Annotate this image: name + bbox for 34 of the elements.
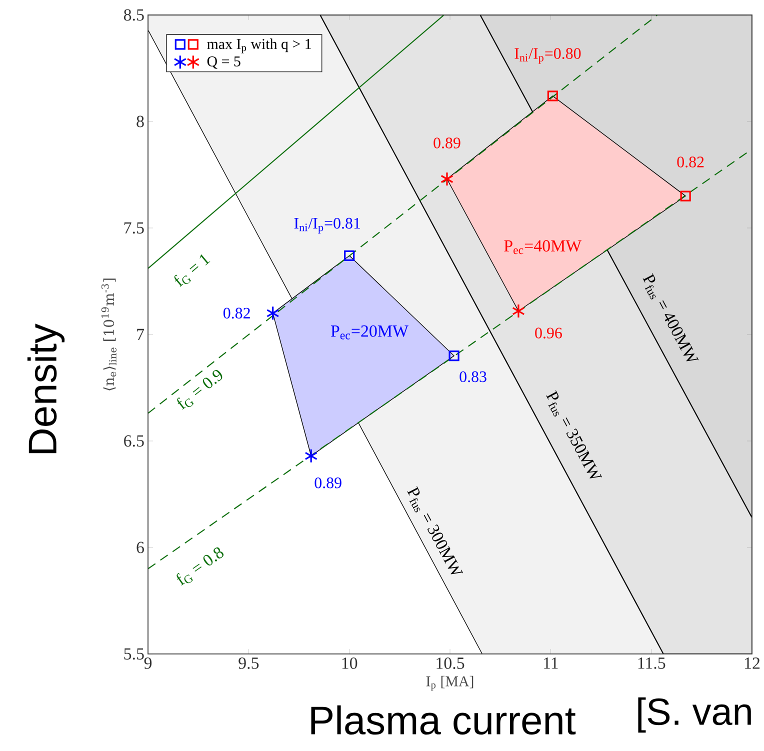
annotation: f$_{G}$ = 0.9 [177, 370, 222, 410]
x-tick-label: 10.5 [436, 658, 464, 669]
annotation: f$_{G}$ = 1 [174, 254, 210, 287]
x-tick-label: 9.5 [238, 658, 259, 669]
x-tick-label: 9 [144, 658, 152, 669]
annotation: 0.89 [434, 138, 460, 148]
legend-label: Q = 5 [207, 56, 240, 69]
annotation: 0.82 [677, 156, 704, 168]
y-tick-label: 5.5 [124, 648, 144, 660]
y-tick-label: 7.5 [124, 222, 144, 234]
annotation: 0.89 [314, 477, 342, 488]
y-tick-label: 8.5 [124, 9, 144, 21]
x-tick-label: 11.5 [638, 658, 666, 669]
x-axis-title: I$_{p}$ [MA] [426, 676, 474, 691]
annotation: 0.83 [460, 371, 486, 382]
annotation: P$_{ec}$=40MW [504, 240, 582, 254]
y-tick-label: 6.5 [124, 435, 144, 447]
annotation: I$_{ni}$/I$_{p}$=0.80 [514, 48, 581, 64]
text: [S. van [638, 697, 751, 733]
annotation: 0.82 [223, 308, 250, 319]
y-tick-label: 7 [137, 328, 144, 340]
y-tick-label: 8 [136, 116, 144, 128]
x-tick-label: 11 [544, 658, 558, 669]
legend-label: max I$_{p}$ with q > 1 [207, 38, 311, 54]
x-tick-label: 12 [745, 658, 760, 669]
annotation: 0.96 [535, 328, 562, 338]
text: ⟨n$_{e}$⟩$_{line}$ [10$^{19}$m$^{-3}$] [101, 278, 116, 390]
text: Plasma current [311, 705, 576, 735]
annotation: f$_{G}$ = 0.8 [176, 547, 224, 586]
text: Density [27, 324, 65, 454]
x-tick-label: 10 [342, 658, 358, 669]
y-tick-label: 6 [136, 542, 144, 554]
annotation: P$_{ec}$=20MW [330, 325, 408, 340]
annotation: I$_{ni}$/I$_{p}$=0.81 [294, 218, 360, 234]
